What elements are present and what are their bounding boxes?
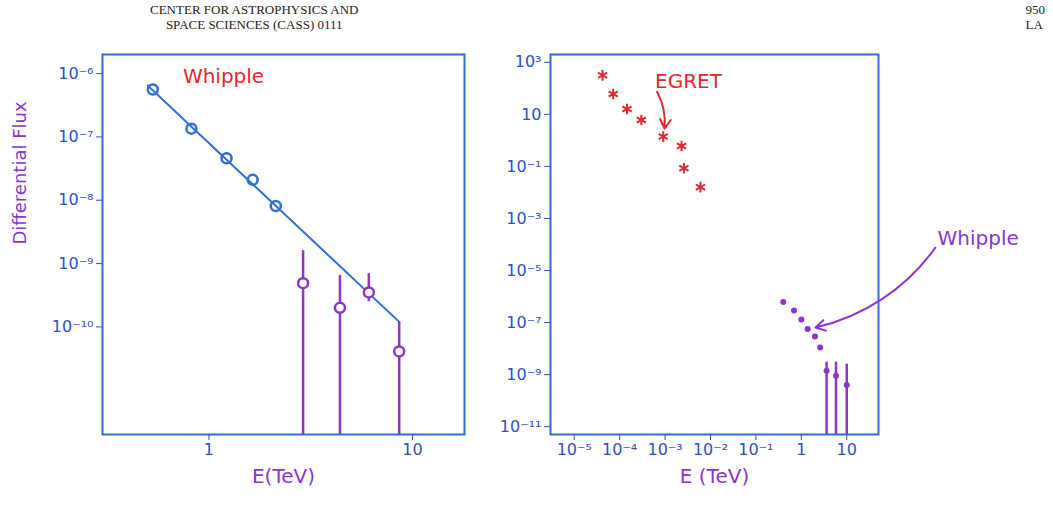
svg-text:1: 1 bbox=[796, 440, 806, 459]
svg-text:10: 10 bbox=[521, 105, 541, 124]
svg-text:10⁻⁵: 10⁻⁵ bbox=[557, 440, 592, 459]
svg-text:10⁻⁹: 10⁻⁹ bbox=[506, 365, 541, 384]
svg-text:10: 10 bbox=[837, 440, 857, 459]
svg-text:10⁻³: 10⁻³ bbox=[647, 440, 682, 459]
svg-text:10⁻⁶: 10⁻⁶ bbox=[58, 64, 93, 83]
html-text:LA: LA bbox=[1025, 17, 1043, 32]
svg-text:10³: 10³ bbox=[515, 52, 542, 71]
svg-text:10⁻⁷: 10⁻⁷ bbox=[58, 127, 93, 146]
svg-text:10⁻¹¹: 10⁻¹¹ bbox=[500, 417, 542, 436]
svg-text:10⁻⁴: 10⁻⁴ bbox=[602, 440, 637, 459]
svg-text:E(TeV): E(TeV) bbox=[252, 464, 315, 488]
svg-text:Whipple: Whipple bbox=[183, 64, 264, 88]
html-text:CENTER FOR ASTROPHYSICS AND: CENTER FOR ASTROPHYSICS AND bbox=[150, 2, 359, 17]
svg-text:10⁻¹: 10⁻¹ bbox=[738, 440, 773, 459]
html-text:SPACE SCIENCES (CASS) 0111: SPACE SCIENCES (CASS) 0111 bbox=[165, 17, 343, 32]
svg-text:10⁻⁹: 10⁻⁹ bbox=[58, 254, 93, 273]
svg-text:10⁻⁵: 10⁻⁵ bbox=[506, 261, 541, 280]
svg-text:10⁻²: 10⁻² bbox=[693, 440, 728, 459]
svg-text:1: 1 bbox=[204, 440, 214, 459]
svg-text:Whipple: Whipple bbox=[938, 226, 1019, 250]
svg-text:10⁻³: 10⁻³ bbox=[506, 209, 541, 228]
svg-text:10⁻⁷: 10⁻⁷ bbox=[506, 313, 541, 332]
svg-text:10⁻⁸: 10⁻⁸ bbox=[58, 190, 93, 209]
html-text:950: 950 bbox=[1025, 2, 1045, 17]
svg-text:EGRET: EGRET bbox=[655, 69, 723, 93]
svg-text:Differential Flux: Differential Flux bbox=[9, 101, 30, 244]
svg-text:10⁻¹⁰: 10⁻¹⁰ bbox=[52, 317, 94, 336]
svg-text:10: 10 bbox=[402, 440, 422, 459]
svg-text:E (TeV): E (TeV) bbox=[680, 464, 749, 488]
svg-text:10⁻¹: 10⁻¹ bbox=[506, 157, 541, 176]
